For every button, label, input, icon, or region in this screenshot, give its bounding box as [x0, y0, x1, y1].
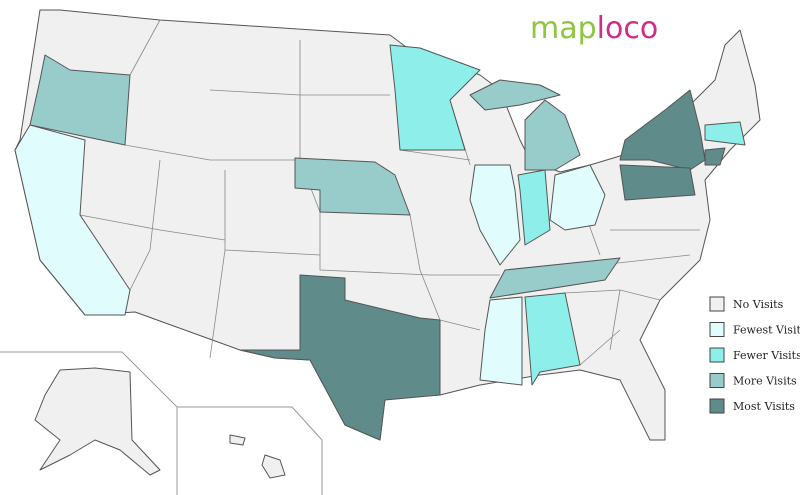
hawaii: [261, 454, 286, 479]
logo-first: map: [530, 11, 597, 46]
connecticut: [704, 147, 726, 166]
alabama: [524, 292, 581, 386]
mississippi: [479, 296, 523, 386]
states: [14, 9, 761, 441]
minnesota: [389, 44, 481, 151]
indiana: [517, 169, 551, 246]
legend: No Visits Fewest Visits Fewer Visits More V…: [709, 296, 800, 414]
new-york: [619, 89, 706, 171]
legend-label: More Visits: [733, 375, 797, 388]
alaska: [34, 367, 161, 476]
legend-swatch: [709, 398, 725, 414]
legend-swatch: [709, 347, 725, 363]
nebraska: [294, 157, 411, 216]
insets: [0, 351, 323, 495]
ohio: [549, 164, 606, 231]
logo-second: loco: [597, 11, 659, 46]
legend-label: Most Visits: [733, 400, 795, 413]
michigan-lower: [524, 99, 581, 171]
california: [14, 124, 131, 316]
tennessee: [489, 257, 621, 299]
inset-frame: [0, 351, 178, 495]
illinois: [469, 164, 521, 266]
legend-swatch: [709, 373, 725, 388]
legend-label: Fewer Visits: [733, 349, 800, 362]
texas: [239, 274, 441, 441]
hawaii-islands: [229, 434, 246, 446]
legend-label: No Visits: [733, 298, 784, 311]
legend-swatch: [709, 322, 725, 337]
michigan-upper: [469, 79, 561, 111]
oregon: [29, 54, 131, 146]
massachusetts: [704, 121, 746, 146]
inset-frame: [177, 406, 323, 495]
pennsylvania: [619, 164, 696, 201]
legend-label: Fewest Visits: [733, 324, 800, 337]
legend-swatch: [709, 296, 725, 312]
logo: maploco: [530, 11, 658, 46]
